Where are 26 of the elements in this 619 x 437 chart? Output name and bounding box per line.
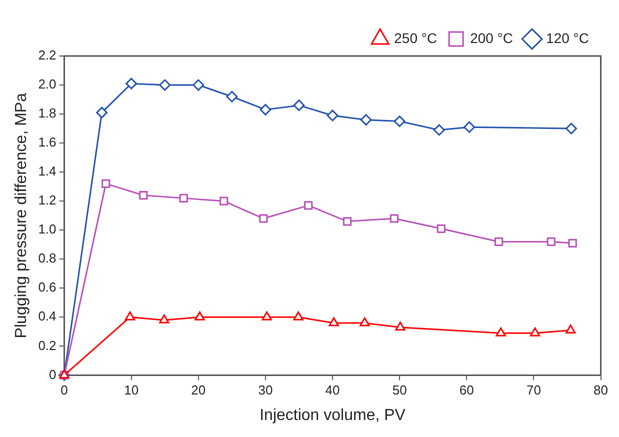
x-tick-label: 10 <box>124 382 139 398</box>
x-tick-label: 50 <box>392 382 407 398</box>
x-tick-label: 30 <box>258 382 273 398</box>
y-tick-label: 0.2 <box>38 338 56 353</box>
y-tick-label: 0.4 <box>38 308 56 324</box>
y-axis-title: Plugging pressure difference, MPa <box>13 92 30 338</box>
y-tick-label: 0.8 <box>38 250 56 266</box>
y-tick-label: 0 <box>49 366 56 382</box>
x-tick-label: 70 <box>526 382 541 398</box>
y-tick-label: 1.0 <box>38 222 56 237</box>
y-tick-label: 0.6 <box>38 280 56 295</box>
y-tick-label: 1.6 <box>38 134 56 150</box>
x-tick-label: 40 <box>325 382 340 398</box>
x-tick-label: 0 <box>60 382 68 398</box>
y-tick-label: 2.0 <box>38 76 56 92</box>
x-tick-label: 20 <box>191 382 206 398</box>
legend-label: 120 °C <box>546 30 590 46</box>
legend-label: 250 °C <box>394 30 438 46</box>
x-tick-label: 80 <box>594 382 608 398</box>
y-tick-label: 1.4 <box>38 164 56 179</box>
y-tick-label: 2.2 <box>38 48 56 63</box>
x-axis-title: Injection volume, PV <box>260 406 406 424</box>
x-tick-label: 60 <box>459 382 474 398</box>
legend-label: 200 °C <box>470 30 514 46</box>
y-tick-label: 1.8 <box>38 106 56 121</box>
y-tick-label: 1.2 <box>38 192 56 208</box>
